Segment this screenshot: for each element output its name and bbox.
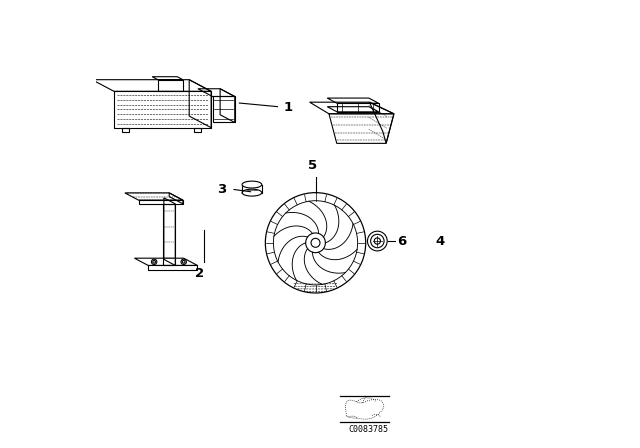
Text: C0083785: C0083785 xyxy=(348,425,388,434)
Text: 4: 4 xyxy=(436,234,445,248)
Text: 6: 6 xyxy=(397,234,406,248)
Text: 1: 1 xyxy=(284,101,292,114)
Text: 3: 3 xyxy=(217,183,226,196)
Text: 2: 2 xyxy=(195,267,205,280)
Text: 5: 5 xyxy=(308,159,317,172)
